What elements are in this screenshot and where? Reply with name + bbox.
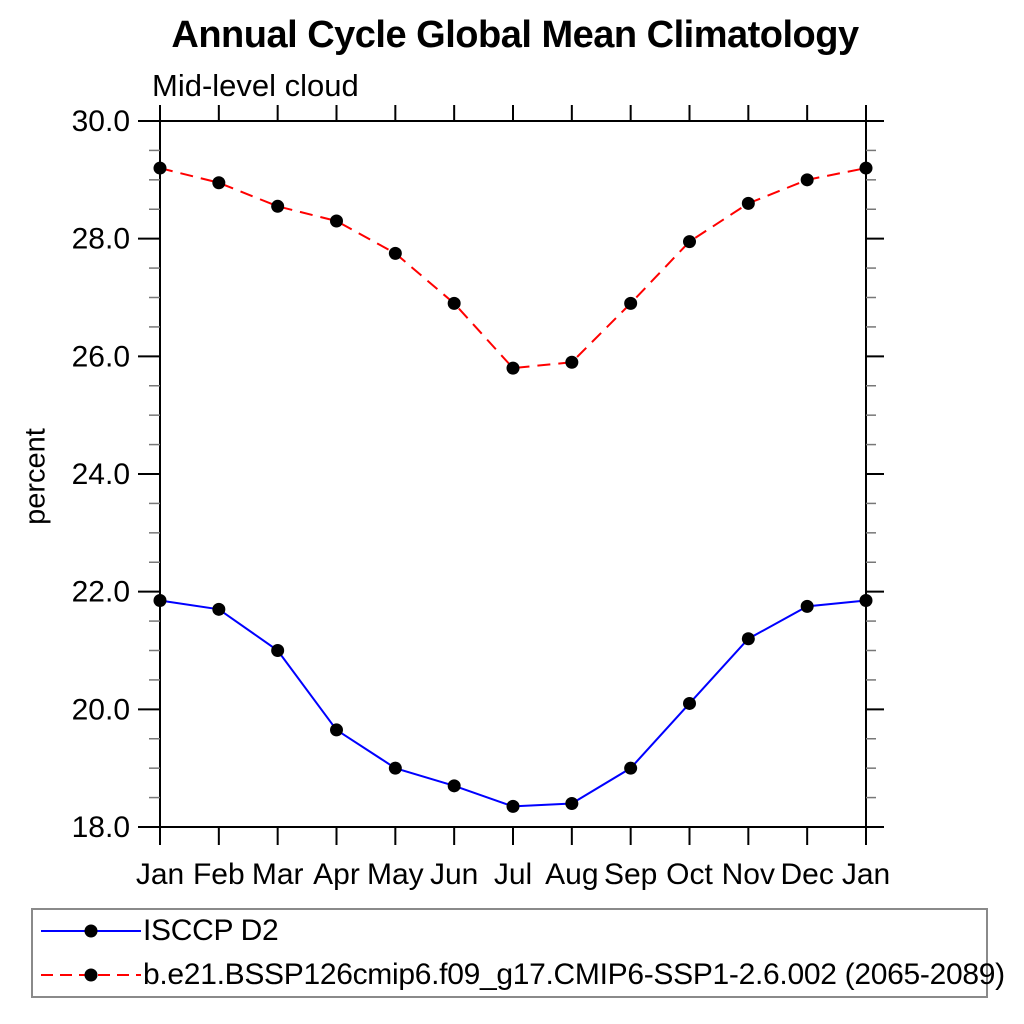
data-point-marker [212,176,226,190]
series-1 [153,161,873,375]
data-point-marker [388,761,402,775]
data-point-marker [624,296,638,310]
y-axis: 18.0 20.0 22.0 24.0 26.0 28.0 30.0 [72,105,884,844]
data-point-marker [271,199,285,213]
data-point-marker [683,235,696,249]
legend-label-model-run: b.e21.BSSP126cmip6.f09_g17.CMIP6-SSP1-2.… [143,958,1005,991]
data-point-marker [447,779,461,793]
x-tick-label: Feb [193,858,245,891]
data-point-marker [565,355,579,369]
data-point-marker [506,799,520,813]
x-tick-label: May [367,858,424,891]
annual-cycle-plot: Jan Feb Mar Apr May Jun Jul Aug Sep Oct Nov Dec Jan1… [72,105,890,891]
x-tick-label: Sep [604,858,657,891]
y-tick-label: 30.0 [72,105,130,138]
data-point-marker [741,632,755,646]
data-point-marker [330,214,343,228]
series-1-line [159,167,867,370]
legend-box: ISCCP D2 b.e21.BSSP126cmip6.f09_g17.CMIP… [31,908,1005,998]
data-point-marker [800,599,814,613]
y-tick-label: 22.0 [72,576,130,609]
x-tick-label: Jul [494,858,532,891]
legend-sample-solid-line [41,924,141,938]
x-tick-label: Nov [722,858,775,891]
data-point-marker [212,602,226,616]
y-tick-label: 18.0 [72,811,130,844]
data-point-marker [859,593,873,607]
x-tick-label: Oct [666,858,713,891]
data-point-marker [741,196,755,210]
x-tick-label: Jun [430,858,478,891]
x-tick-label: Mar [252,858,304,891]
data-point-marker [624,761,638,775]
x-tick-label: Jan [136,858,184,891]
data-point-marker [330,723,343,737]
series-0 [153,593,873,813]
y-tick-label: 24.0 [72,458,130,491]
data-point-marker [506,361,520,375]
y-tick-label: 26.0 [72,340,130,373]
data-point-marker [447,296,461,310]
data-point-marker [271,644,285,657]
data-point-marker [565,796,579,810]
x-tick-label: Apr [313,858,360,891]
data-point-marker [388,246,402,260]
data-point-marker [153,161,167,175]
x-tick-label: Aug [545,858,598,891]
y-tick-label: 28.0 [72,223,130,256]
x-tick-label: Dec [780,858,833,891]
y-tick-label: 20.0 [72,693,130,726]
x-axis: Jan Feb Mar Apr May Jun Jul Aug Sep Oct Nov Dec Jan [136,105,890,891]
legend-label-isccp-d2: ISCCP D2 [143,914,279,947]
chart-subtitle: Mid-level cloud [152,68,359,103]
data-point-marker [683,696,696,710]
data-point-marker [153,593,167,607]
data-point-marker [859,161,873,175]
chart-title: Annual Cycle Global Mean Climatology [171,14,859,56]
data-point-marker [800,173,814,187]
legend-item-isccp-d2: ISCCP D2 [39,911,986,951]
legend-item-model-run: b.e21.BSSP126cmip6.f09_g17.CMIP6-SSP1-2.… [39,955,1005,995]
legend-sample-dashed-line [41,968,141,982]
plot-frame [159,120,867,828]
series-0-line [159,599,867,808]
x-tick-label: Jan [842,858,890,891]
